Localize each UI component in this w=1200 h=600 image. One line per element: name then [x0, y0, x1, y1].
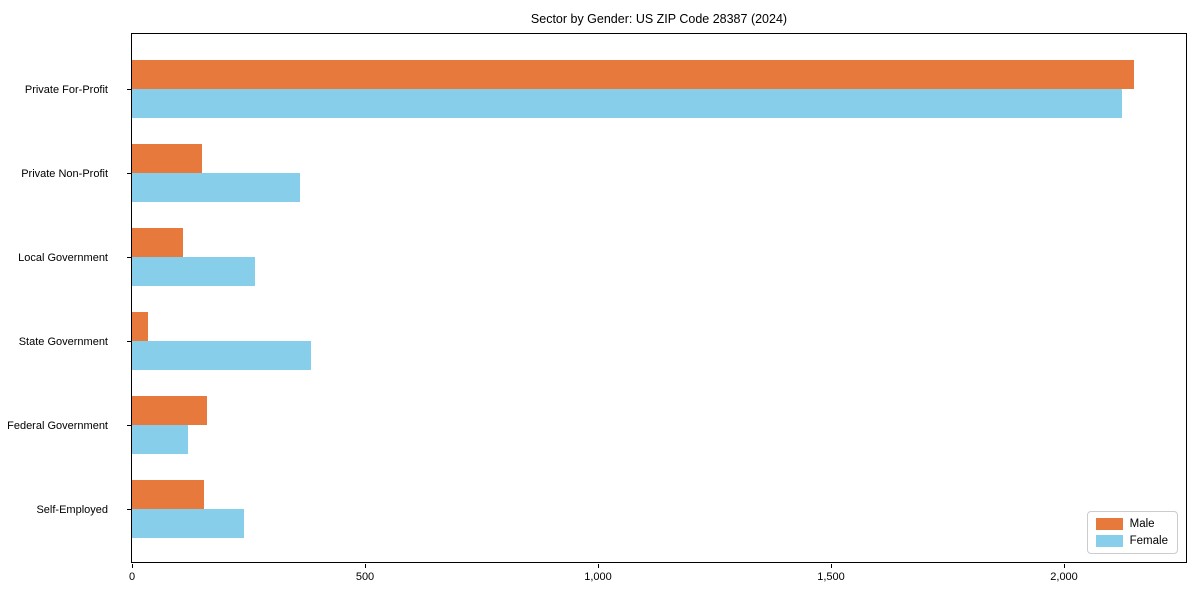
bar-male-5 — [132, 480, 205, 509]
y-axis-label: Self-Employed — [36, 504, 108, 516]
y-tick — [127, 425, 131, 427]
bar-female-3 — [132, 341, 312, 370]
legend-entry-male: Male — [1095, 518, 1168, 530]
y-tick — [127, 89, 131, 91]
male-legend-swatch — [1095, 518, 1123, 530]
female-legend-swatch — [1095, 535, 1123, 547]
plot-area: Private For-Profit Private Non-Profit Loca… — [7, 33, 1187, 583]
x-tick — [365, 564, 367, 568]
y-tick — [127, 341, 131, 343]
y-axis-label: State Government — [18, 336, 108, 348]
bar-male-1 — [132, 144, 202, 173]
bar-male-2 — [132, 228, 184, 257]
bar-female-1 — [132, 173, 300, 202]
bar-female-2 — [132, 257, 256, 286]
x-tick-label: 0 — [128, 571, 136, 583]
y-tick — [127, 173, 131, 175]
x-tick — [831, 564, 833, 568]
y-tick — [127, 257, 131, 259]
bar-female-4 — [132, 425, 188, 454]
bar-male-3 — [132, 312, 149, 341]
chart-title: Sector by Gender: US ZIP Code 28387 (202… — [530, 12, 788, 26]
y-axis-label: Federal Government — [7, 420, 108, 432]
y-tick — [127, 509, 131, 511]
x-tick-label: 500 — [355, 571, 375, 583]
x-tick — [132, 564, 134, 568]
x-tick — [598, 564, 600, 568]
male-legend-label: Male — [1129, 518, 1155, 530]
x-tick-label: 1,000 — [584, 571, 612, 583]
legend: Male Female — [1086, 511, 1178, 554]
y-axis-label: Local Government — [18, 252, 108, 264]
x-tick-label: 1,500 — [817, 571, 845, 583]
bar-male-0 — [132, 60, 1134, 89]
female-legend-label: Female — [1129, 535, 1168, 547]
bar-male-4 — [132, 396, 207, 425]
x-tick — [1064, 564, 1066, 568]
y-axis-label: Private Non-Profit — [21, 168, 108, 180]
bar-female-0 — [132, 89, 1123, 118]
x-tick-label: 2,000 — [1050, 571, 1078, 583]
y-axis-label: Private For-Profit — [24, 84, 108, 96]
legend-entry-female: Female — [1095, 535, 1168, 547]
bar-female-5 — [132, 509, 244, 538]
